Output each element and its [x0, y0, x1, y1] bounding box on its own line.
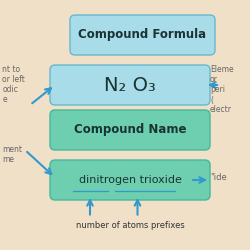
Text: or: or: [210, 76, 218, 84]
Text: peri: peri: [210, 86, 225, 94]
Text: number of atoms prefixes: number of atoms prefixes: [76, 220, 184, 230]
FancyBboxPatch shape: [70, 15, 215, 55]
FancyBboxPatch shape: [50, 110, 210, 150]
Text: N₂ O₃: N₂ O₃: [104, 76, 156, 94]
FancyBboxPatch shape: [50, 65, 210, 105]
Text: electr: electr: [210, 106, 232, 114]
Text: dinitrogen trioxide: dinitrogen trioxide: [78, 175, 182, 185]
Text: nt to: nt to: [2, 66, 21, 74]
Text: me: me: [2, 156, 14, 164]
Text: e: e: [2, 96, 7, 104]
Text: Eleme: Eleme: [210, 66, 234, 74]
Text: (: (: [210, 96, 213, 104]
Text: or left: or left: [2, 76, 26, 84]
Text: ment: ment: [2, 146, 22, 154]
Text: odic: odic: [2, 86, 18, 94]
Text: "ide: "ide: [210, 173, 227, 182]
FancyBboxPatch shape: [50, 160, 210, 200]
Text: Compound Name: Compound Name: [74, 124, 186, 136]
Text: Compound Formula: Compound Formula: [78, 28, 206, 42]
